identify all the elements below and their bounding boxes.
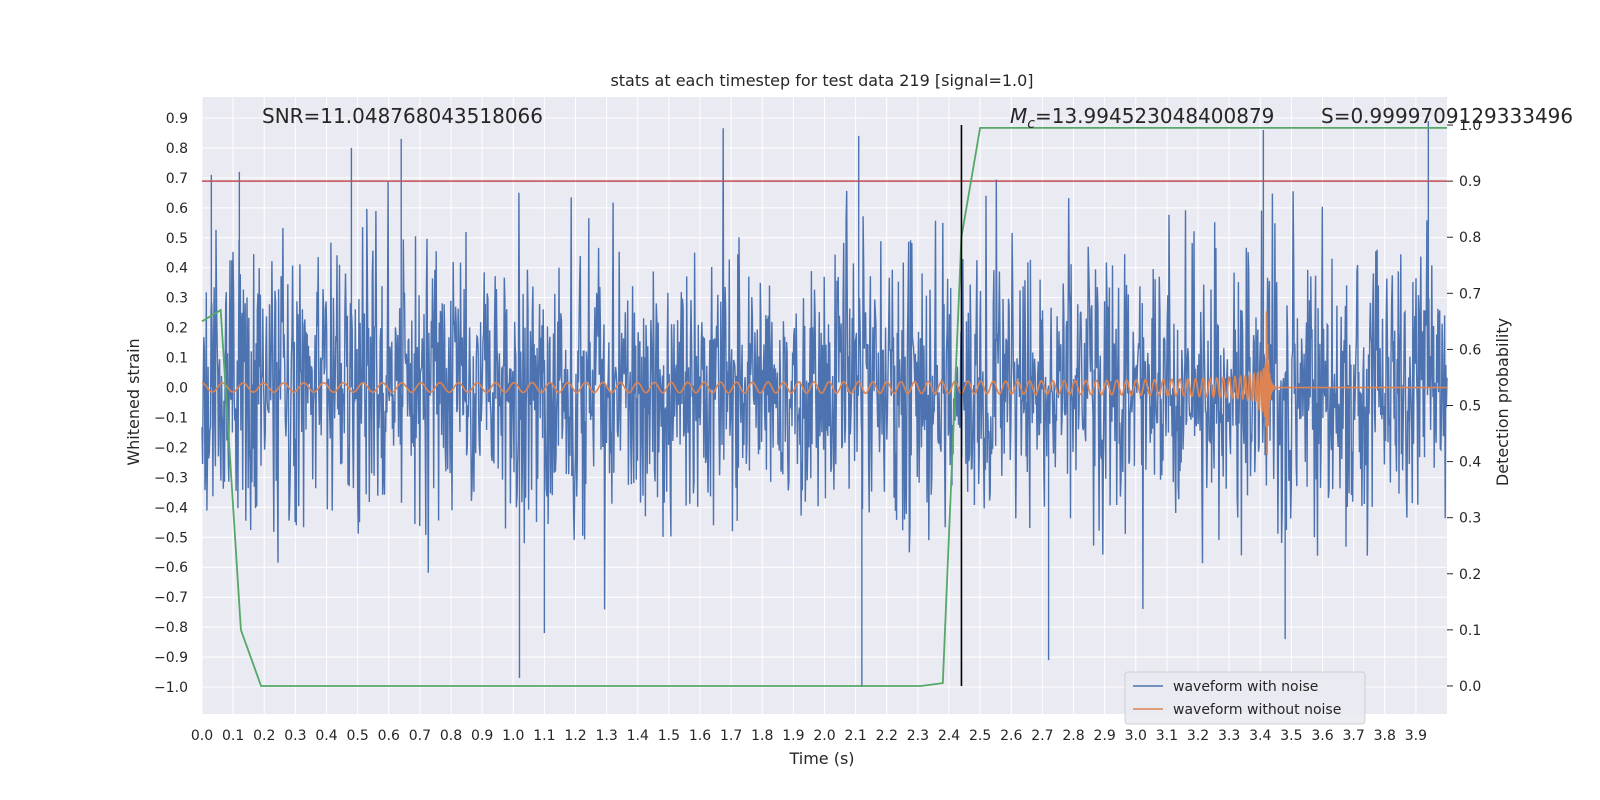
y-axis-label: Whitened strain [124,338,143,465]
x-tick-label: 2.8 [1062,728,1084,744]
x-tick-label: 0.3 [284,728,306,744]
x-tick-label: 1.9 [782,728,804,744]
x-tick-label: 3.3 [1218,728,1240,744]
y2-tick-label: 1.0 [1459,118,1481,134]
x-tick-label: 2.5 [969,728,991,744]
y2-axis-label: Detection probability [1493,318,1512,486]
y2-tick-label: 0.0 [1459,679,1481,695]
y2-tick-label: 0.7 [1459,286,1481,302]
x-tick-label: 3.5 [1280,728,1302,744]
series-waveform-without-noise [201,311,1447,455]
y-tick-label: −0.4 [154,500,188,516]
x-tick-label: 2.4 [938,728,960,744]
x-tick-label: 1.4 [627,728,649,744]
y-tick-label: 0.2 [166,321,188,337]
x-tick-label: 2.3 [907,728,929,744]
x-tick-label: 1.7 [720,728,742,744]
y2-tick-label: 0.5 [1459,399,1481,415]
x-tick-label: 3.8 [1374,728,1396,744]
x-tick-label: 3.1 [1156,728,1178,744]
y-tick-label: −0.8 [154,620,188,636]
y-tick-label: −0.3 [154,470,188,486]
x-tick-label: 1.5 [658,728,680,744]
y2-tick-label: 0.6 [1459,342,1481,358]
y-tick-label: −0.7 [154,590,188,606]
y-tick-label: −0.5 [154,530,188,546]
legend-label-clean: waveform without noise [1173,702,1341,718]
x-tick-label: 1.0 [502,728,524,744]
y-tick-label: 0.5 [166,231,188,247]
y-tick-label: 0.6 [166,201,188,217]
x-tick-label: 0.6 [378,728,400,744]
y-tick-label: −0.6 [154,560,188,576]
series-detection-probability [201,127,1447,687]
series-layer [201,120,1448,688]
s-annotation: S=0.9999709129333496 [1321,104,1573,128]
x-tick-label: 0.5 [346,728,368,744]
x-tick-label: 3.0 [1125,728,1147,744]
snr-annotation: SNR=11.048768043518066 [262,104,543,128]
y2-tick-label: 0.4 [1459,455,1481,471]
x-tick-label: 3.9 [1405,728,1427,744]
y-axis-left-ticks: 0.9 0.8 0.7 0.6 0.5 0.4 0.3 0.2 0.1 0.0 −0.1 −0.2 −0… [154,111,188,696]
y-axis-right-ticks: 1.0 0.9 0.8 0.7 0.6 0.5 0.4 0.3 0.2 0.1 0.0 [1447,118,1481,695]
x-tick-label: 0.7 [409,728,431,744]
y-tick-label: −0.2 [154,440,188,456]
x-tick-label: 0.4 [315,728,337,744]
x-tick-label: 3.2 [1187,728,1209,744]
x-tick-label: 3.4 [1249,728,1271,744]
mc-symbol: M [1010,104,1027,128]
x-tick-label: 0.0 [191,728,213,744]
x-tick-label: 0.8 [440,728,462,744]
x-axis-label: Time (s) [788,749,854,768]
x-tick-label: 2.9 [1093,728,1115,744]
x-axis-ticks: 0.0 0.1 0.2 0.3 0.4 0.5 0.6 0.7 0.8 0.9 1.0 1.1 1.2 1… [191,728,1427,744]
y-tick-label: −0.9 [154,650,188,666]
x-tick-label: 1.8 [751,728,773,744]
x-tick-label: 3.6 [1311,728,1333,744]
x-tick-label: 2.1 [844,728,866,744]
y2-tick-label: 0.3 [1459,511,1481,527]
y-tick-label: 0.3 [166,291,188,307]
x-tick-label: 3.7 [1342,728,1364,744]
y-tick-label: 0.8 [166,141,188,157]
x-tick-label: 0.2 [253,728,275,744]
x-tick-label: 2.7 [1031,728,1053,744]
legend-box [1124,671,1366,725]
y-tick-label: −1.0 [154,680,188,696]
y2-tick-label: 0.9 [1459,174,1481,190]
mc-subscript: c [1027,116,1035,132]
x-tick-label: 1.1 [533,728,555,744]
x-tick-label: 0.1 [222,728,244,744]
legend-label-noise: waveform with noise [1173,679,1318,695]
y-tick-label: 0.7 [166,171,188,187]
chart-title: stats at each timestep for test data 219… [610,71,1033,90]
y2-tick-label: 0.1 [1459,623,1481,639]
y2-tick-label: 0.2 [1459,567,1481,583]
x-tick-label: 1.6 [689,728,711,744]
y-tick-label: 0.0 [166,381,188,397]
y2-tick-label: 0.8 [1459,230,1481,246]
y-tick-label: −0.1 [154,410,188,426]
x-tick-label: 0.9 [471,728,493,744]
x-tick-label: 1.3 [595,728,617,744]
x-tick-label: 1.2 [564,728,586,744]
y-tick-label: 0.9 [166,111,188,127]
x-tick-label: 2.2 [876,728,898,744]
mc-value: =13.994523048400879 [1035,104,1274,128]
mc-annotation: Mc=13.994523048400879 [1010,104,1274,132]
x-tick-label: 2.6 [1000,728,1022,744]
x-tick-label: 2.0 [813,728,835,744]
y-tick-label: 0.1 [166,351,188,367]
y-tick-label: 0.4 [166,261,188,277]
legend: waveform with noise waveform without noi… [1124,671,1366,725]
